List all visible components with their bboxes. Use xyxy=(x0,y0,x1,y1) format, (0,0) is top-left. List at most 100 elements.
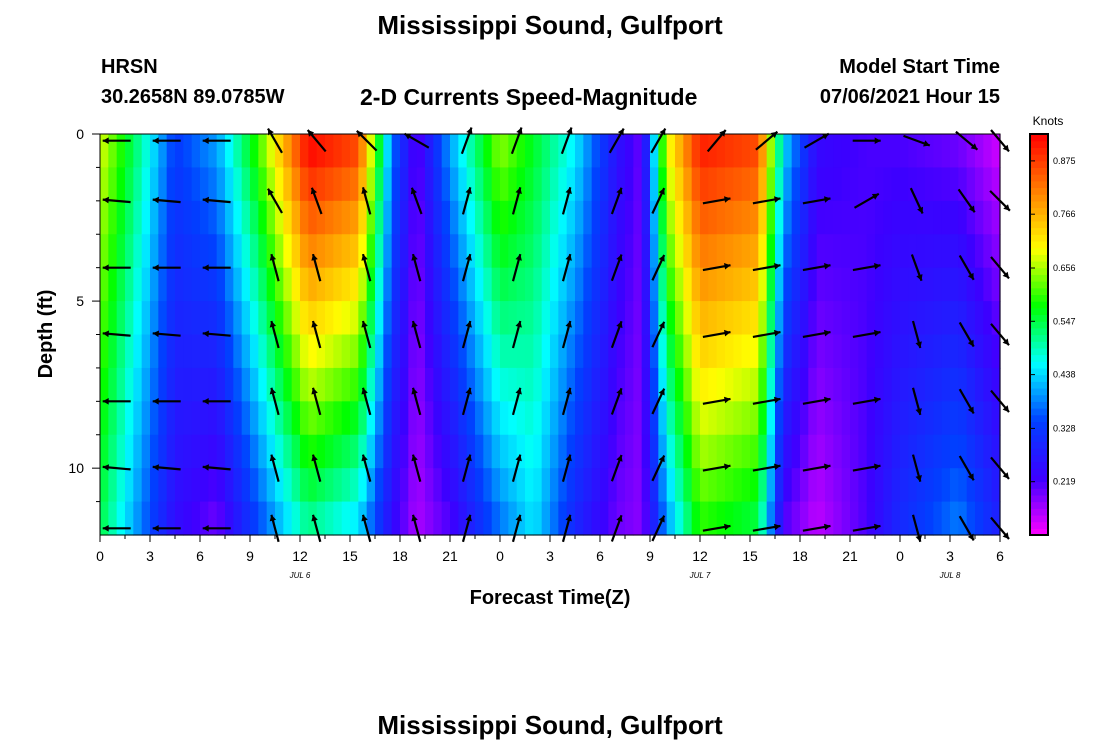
heatmap-cell xyxy=(841,334,851,369)
heatmap-cell xyxy=(141,301,151,336)
heatmap-cell xyxy=(600,267,609,302)
heatmap-cell xyxy=(108,367,118,402)
heatmap-cell xyxy=(333,434,343,469)
heatmap-cell xyxy=(716,267,726,302)
heatmap-cell xyxy=(666,267,676,302)
current-vector xyxy=(461,454,472,482)
heatmap-cell xyxy=(950,267,959,302)
heatmap-cell xyxy=(983,434,993,469)
heatmap-cell xyxy=(416,334,426,369)
heatmap-cell xyxy=(191,234,201,269)
heatmap-cell xyxy=(100,200,109,235)
heatmap-cell xyxy=(875,134,884,169)
heatmap-cell xyxy=(116,167,126,202)
heatmap-cell xyxy=(200,401,209,436)
heatmap-cell xyxy=(991,134,1001,169)
heatmap-cell xyxy=(475,367,484,402)
heatmap-cell xyxy=(141,401,151,436)
heatmap-cell xyxy=(125,200,134,235)
heatmap-cell xyxy=(291,434,301,469)
heatmap-cell xyxy=(116,434,126,469)
heatmap-cell xyxy=(616,134,626,169)
heatmap-cell xyxy=(250,367,259,402)
heatmap-cell xyxy=(291,401,301,436)
current-vector xyxy=(361,514,372,543)
colorbar-swatch xyxy=(1030,434,1048,443)
heatmap-cell xyxy=(441,234,451,269)
heatmap-cell xyxy=(366,434,376,469)
heatmap-cell xyxy=(925,468,934,503)
heatmap-cell xyxy=(783,468,793,503)
heatmap-cell xyxy=(466,401,476,436)
heatmap-cell xyxy=(716,434,726,469)
heatmap-cell xyxy=(850,167,859,202)
heatmap-cell xyxy=(891,334,901,369)
heatmap-cell xyxy=(675,468,684,503)
heatmap-cell xyxy=(725,200,734,235)
heatmap-cell xyxy=(541,167,551,202)
current-vector xyxy=(651,187,666,214)
heatmap-cell xyxy=(300,434,309,469)
x-tick-label: 12 xyxy=(292,548,308,564)
heatmap-cell xyxy=(441,200,451,235)
heatmap-cell xyxy=(300,334,309,369)
heatmap-cell xyxy=(916,134,926,169)
heatmap-cell xyxy=(208,367,218,402)
current-vector xyxy=(752,263,781,272)
heatmap-cell xyxy=(766,200,776,235)
x-tick-label: 6 xyxy=(996,548,1004,564)
heatmap-cell xyxy=(575,267,584,302)
heatmap-cell xyxy=(308,234,318,269)
heatmap-cell xyxy=(833,468,843,503)
colorbar-frame xyxy=(1029,133,1049,536)
heatmap-cell xyxy=(883,267,893,302)
heatmap-cell xyxy=(775,334,784,369)
heatmap-cell xyxy=(475,234,484,269)
heatmap-cell xyxy=(433,501,443,536)
heatmap-cell xyxy=(550,367,559,402)
heatmap-cell xyxy=(725,367,734,402)
current-vectors xyxy=(102,127,1011,543)
heatmap-cell xyxy=(858,267,868,302)
heatmap-cell xyxy=(808,501,818,536)
colorbar-swatch xyxy=(1030,347,1048,356)
heatmap-cell xyxy=(641,501,651,536)
current-vector xyxy=(511,187,522,215)
heatmap-cell xyxy=(725,267,734,302)
heatmap-cell xyxy=(800,134,809,169)
colorbar-swatch xyxy=(1030,220,1048,229)
heatmap-cell xyxy=(183,301,193,336)
colorbar-swatch xyxy=(1030,508,1048,516)
heatmap-cell xyxy=(375,234,384,269)
heatmap-cell xyxy=(625,401,634,436)
heatmap-cell xyxy=(941,167,951,202)
heatmap-cell xyxy=(525,200,534,235)
heatmap-cell xyxy=(875,167,884,202)
heatmap-cell xyxy=(933,134,943,169)
heatmap-cell xyxy=(933,234,943,269)
heatmap-cell xyxy=(458,167,468,202)
heatmap-cell xyxy=(191,401,201,436)
heatmap-cell xyxy=(258,301,268,336)
heatmap-cell xyxy=(750,267,759,302)
heatmap-cell xyxy=(983,301,993,336)
heatmap-cell xyxy=(700,167,709,202)
heatmap-cell xyxy=(825,301,834,336)
heatmap-cell xyxy=(300,401,309,436)
heatmap-cell xyxy=(400,167,409,202)
heatmap-cell xyxy=(591,234,601,269)
heatmap-cell xyxy=(658,301,668,336)
heatmap-cell xyxy=(241,167,251,202)
heatmap-cell xyxy=(241,134,251,169)
current-vector xyxy=(752,396,781,405)
heatmap-cell xyxy=(291,501,301,536)
heatmap-cell xyxy=(800,167,809,202)
current-vector xyxy=(202,398,231,405)
heatmap-cell xyxy=(275,434,284,469)
heatmap-cell xyxy=(591,134,601,169)
heatmap-cell xyxy=(308,468,318,503)
heatmap-cell xyxy=(783,334,793,369)
current-vector xyxy=(152,525,181,532)
heatmap-cell xyxy=(733,234,743,269)
heatmap-cell xyxy=(758,468,768,503)
